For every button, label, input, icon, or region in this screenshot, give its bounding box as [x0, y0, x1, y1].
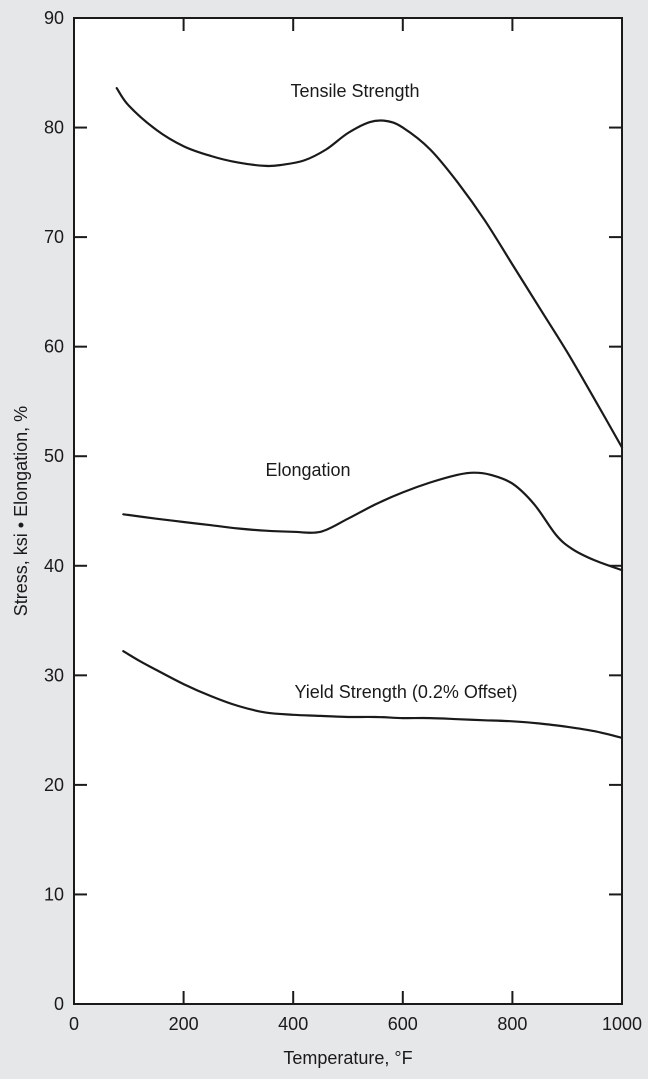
x-tick-label: 0 — [69, 1014, 79, 1034]
y-tick-label: 70 — [44, 227, 64, 247]
series-label-yield-strength: Yield Strength (0.2% Offset) — [294, 682, 517, 702]
axis-tick-labels: 0 200 400 600 800 1000 0 10 20 30 40 50 60 70 80 90 — [44, 8, 642, 1034]
y-tick-label: 40 — [44, 556, 64, 576]
x-tick-label: 800 — [497, 1014, 527, 1034]
y-tick-label: 60 — [44, 337, 64, 357]
series-label-tensile-strength: Tensile Strength — [290, 81, 419, 101]
x-axis-title: Temperature, °F — [283, 1048, 412, 1068]
y-tick-label: 90 — [44, 8, 64, 28]
series-line-tensile-strength — [115, 87, 624, 449]
y-tick-label: 10 — [44, 884, 64, 904]
y-tick-label: 80 — [44, 118, 64, 138]
series-label-elongation: Elongation — [265, 460, 350, 480]
plot-area — [73, 17, 623, 1005]
y-tick-label: 0 — [54, 994, 64, 1014]
axis-ticks — [73, 17, 623, 1005]
x-tick-label: 1000 — [602, 1014, 642, 1034]
y-tick-label: 30 — [44, 665, 64, 685]
series-lines — [115, 87, 624, 739]
y-tick-label: 20 — [44, 775, 64, 795]
series-labels: Tensile Strength Elongation Yield Strength… — [265, 81, 517, 702]
x-tick-label: 400 — [278, 1014, 308, 1034]
y-axis-title: Stress, ksi • Elongation, % — [11, 406, 31, 616]
series-line-elongation — [122, 471, 624, 572]
series-line-yield-strength — [122, 650, 624, 739]
x-tick-label: 200 — [169, 1014, 199, 1034]
y-tick-label: 50 — [44, 446, 64, 466]
x-tick-label: 600 — [388, 1014, 418, 1034]
